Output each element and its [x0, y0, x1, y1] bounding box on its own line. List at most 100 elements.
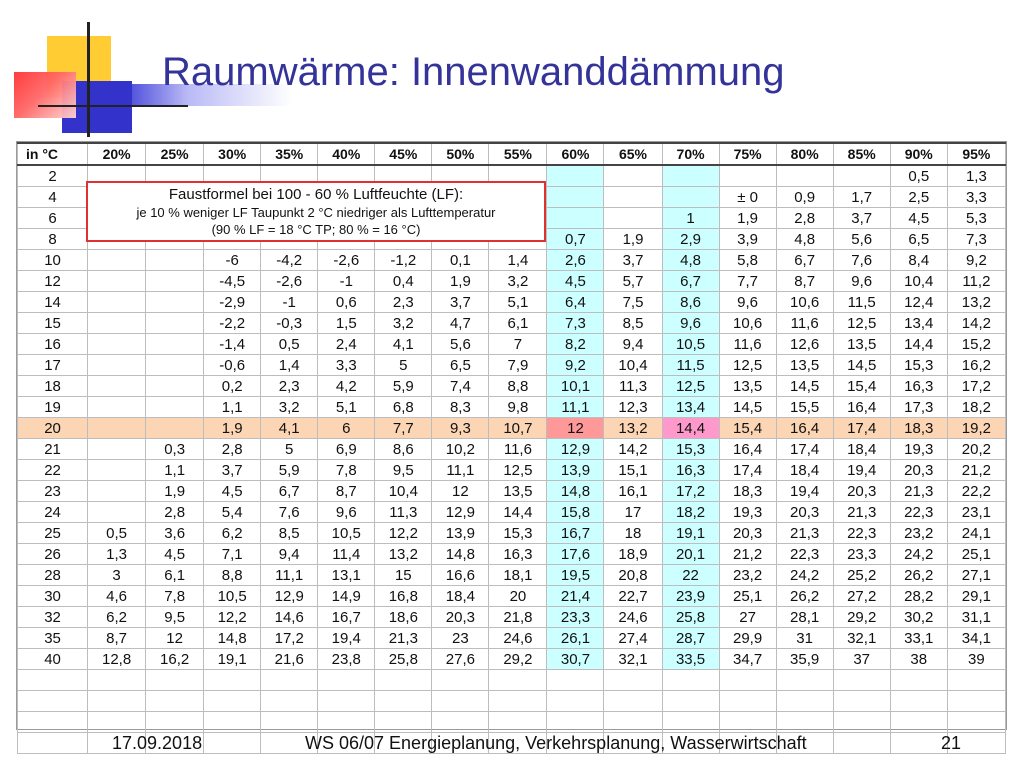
dew-point-cell: 8,5 — [260, 522, 319, 544]
dew-point-cell: 31,1 — [946, 606, 1007, 628]
dew-point-cell: 1,9 — [203, 417, 262, 439]
temperature-cell: 28 — [16, 564, 89, 586]
dew-point-cell: 3,2 — [260, 396, 319, 418]
dew-point-cell: 0,9 — [775, 186, 834, 208]
dew-point-cell: 13,9 — [431, 522, 490, 544]
dew-point-cell — [145, 417, 205, 439]
dew-point-cell: 0,2 — [203, 375, 262, 397]
dew-point-cell: 11,1 — [260, 564, 319, 586]
dew-point-cell: 24,6 — [603, 606, 663, 628]
table-row: 17 -0,6 1,4 3,3 5 6,5 7,9 9,2 10,4 11,5 12,5 13,5 14… — [16, 354, 1007, 376]
dew-point-cell: 14,5 — [775, 375, 834, 397]
rule-of-thumb-example: (90 % LF = 18 °C TP; 80 % = 16 °C) — [211, 222, 421, 237]
dew-point-cell: 17,3 — [889, 396, 948, 418]
dew-point-cell: 12,2 — [374, 522, 433, 544]
dew-point-cell: 14,8 — [431, 543, 490, 565]
dew-point-cell: 9,2 — [946, 249, 1007, 271]
temperature-cell: 6 — [16, 207, 89, 229]
dew-point-cell: 3,3 — [317, 354, 376, 376]
temperature-cell: 16 — [16, 333, 89, 355]
dew-point-cell: 22,3 — [889, 501, 948, 523]
dew-point-cell: 8,6 — [661, 291, 720, 313]
dew-point-cell: 6,7 — [260, 480, 319, 502]
dew-point-cell: 29,1 — [946, 585, 1007, 607]
header-cell: 35% — [260, 142, 319, 166]
dew-point-cell: 23,2 — [889, 522, 948, 544]
dew-point-cell: 6,2 — [87, 606, 147, 628]
dew-point-cell: 5,1 — [488, 291, 548, 313]
dew-point-cell: 27,4 — [603, 627, 663, 649]
table-row: 30 4,6 7,8 10,5 12,9 14,9 16,8 18,4 20 21,4 22,7 23… — [16, 585, 1007, 607]
empty-cell — [16, 711, 89, 733]
table-body: 2 0,5 1,3 4 ± 0 0,9 1,7 2,5 3,3 6 1 1,9 2,8 3,7 4,5 5,3… — [16, 164, 1007, 754]
dew-point-cell: 16,4 — [718, 438, 777, 460]
dew-point-cell: 11,1 — [431, 459, 490, 481]
dew-point-cell: 4,1 — [260, 417, 319, 439]
dew-point-cell: 19,2 — [946, 417, 1007, 439]
dew-point-cell: -4,5 — [203, 270, 262, 292]
dew-point-cell: -2,2 — [203, 312, 262, 334]
empty-cell — [832, 711, 891, 733]
dew-point-cell: 13,2 — [603, 417, 663, 439]
dew-point-cell: 1,4 — [260, 354, 319, 376]
temperature-cell: 20 — [16, 417, 89, 439]
dew-point-cell: 17 — [603, 501, 663, 523]
dew-point-cell: 14,6 — [260, 606, 319, 628]
dew-point-cell: 4,7 — [431, 312, 490, 334]
dew-point-cell: 10,4 — [374, 480, 433, 502]
dew-point-cell: 32,1 — [832, 627, 891, 649]
dew-point-cell: 8,7 — [775, 270, 834, 292]
dew-point-cell — [87, 459, 147, 481]
dew-point-cell: 11,2 — [946, 270, 1007, 292]
dew-point-cell: 1,9 — [431, 270, 490, 292]
dew-point-cell: 0,5 — [260, 333, 319, 355]
dew-point-cell: 10,5 — [203, 585, 262, 607]
dew-point-cell: 17,2 — [260, 627, 319, 649]
dew-point-cell: 13,9 — [546, 459, 605, 481]
dew-point-cell: 15,2 — [946, 333, 1007, 355]
dew-point-cell: 18,3 — [718, 480, 777, 502]
empty-cell — [488, 690, 548, 712]
dew-point-cell: 9,2 — [546, 354, 605, 376]
dew-point-cell: 3,7 — [203, 459, 262, 481]
dew-point-cell: 19,3 — [889, 438, 948, 460]
dew-point-cell: 10,5 — [661, 333, 720, 355]
empty-cell — [946, 690, 1007, 712]
dew-point-cell: 5,7 — [603, 270, 663, 292]
dew-point-cell: 23,3 — [546, 606, 605, 628]
dew-point-cell: 21,6 — [260, 648, 319, 670]
dew-point-cell: 19,4 — [832, 459, 891, 481]
dew-point-cell: 1,9 — [718, 207, 777, 229]
dew-point-cell: 5,6 — [431, 333, 490, 355]
dew-point-cell: 6,5 — [431, 354, 490, 376]
dew-point-cell: 2,8 — [203, 438, 262, 460]
dew-point-cell: 4,5 — [145, 543, 205, 565]
dew-point-cell: 2,8 — [145, 501, 205, 523]
empty-cell — [775, 711, 834, 733]
dew-point-cell: 1 — [661, 207, 720, 229]
empty-cell — [431, 690, 490, 712]
empty-cell — [145, 711, 205, 733]
dew-point-cell: 16,3 — [661, 459, 720, 481]
dew-point-cell: 3,9 — [718, 228, 777, 250]
header-cell: 30% — [203, 142, 262, 166]
dew-point-cell — [87, 375, 147, 397]
dew-point-cell: 17,2 — [661, 480, 720, 502]
empty-cell — [16, 732, 89, 754]
dew-point-cell: 9,3 — [431, 417, 490, 439]
table-row: 14 -2,9 -1 0,6 2,3 3,7 5,1 6,4 7,5 8,6 9,6 10,6 11,5… — [16, 291, 1007, 313]
dew-point-cell: 17,4 — [718, 459, 777, 481]
table-row: 23 1,9 4,5 6,7 8,7 10,4 12 13,5 14,8 16,1 17,2 18,3… — [16, 480, 1007, 502]
dew-point-cell — [87, 270, 147, 292]
empty-cell — [603, 690, 663, 712]
dew-point-cell: 4,8 — [661, 249, 720, 271]
dew-point-cell: 6,4 — [546, 291, 605, 313]
empty-cell — [374, 690, 433, 712]
temperature-cell: 40 — [16, 648, 89, 670]
dew-point-cell — [546, 207, 605, 229]
dew-point-cell: 23,1 — [946, 501, 1007, 523]
dew-point-cell: 31 — [775, 627, 834, 649]
slide-title: Raumwärme: Innenwanddämmung — [162, 50, 785, 94]
dew-point-cell: 17,2 — [946, 375, 1007, 397]
dew-point-cell: 12,6 — [775, 333, 834, 355]
